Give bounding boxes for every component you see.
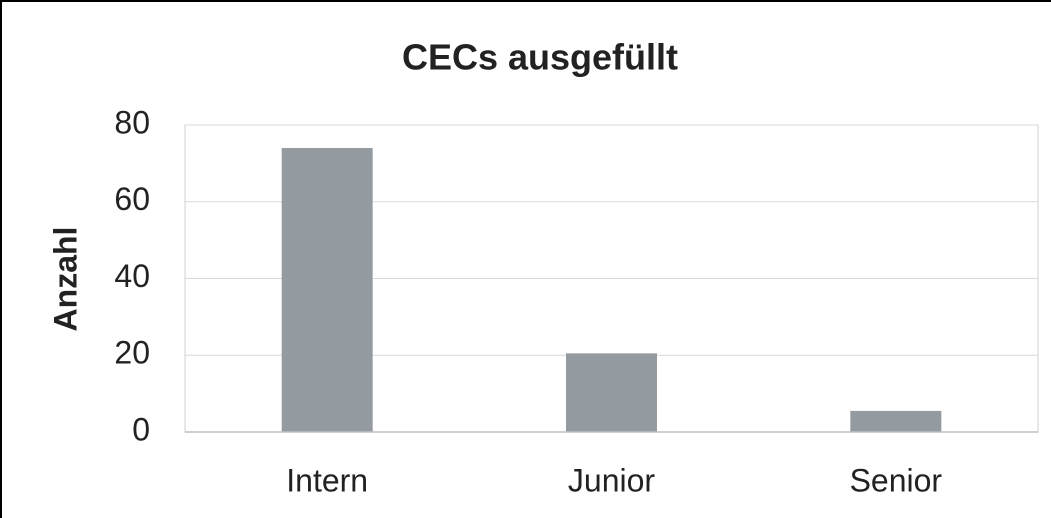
bar: [281, 148, 373, 432]
y-axis-label: Anzahl: [47, 227, 83, 332]
bar: [850, 410, 942, 432]
y-tick-label: 40: [114, 258, 150, 294]
y-tick-label: 0: [132, 411, 150, 447]
x-tick-label: Junior: [568, 462, 656, 498]
x-tick-label: Intern: [286, 462, 368, 498]
chart-title: CECs ausgefüllt: [402, 37, 678, 78]
x-tick-label: Senior: [850, 462, 943, 498]
bar: [566, 353, 657, 432]
y-tick-label: 80: [114, 104, 150, 140]
y-tick-label: 60: [114, 181, 150, 217]
y-tick-label: 20: [114, 335, 150, 371]
